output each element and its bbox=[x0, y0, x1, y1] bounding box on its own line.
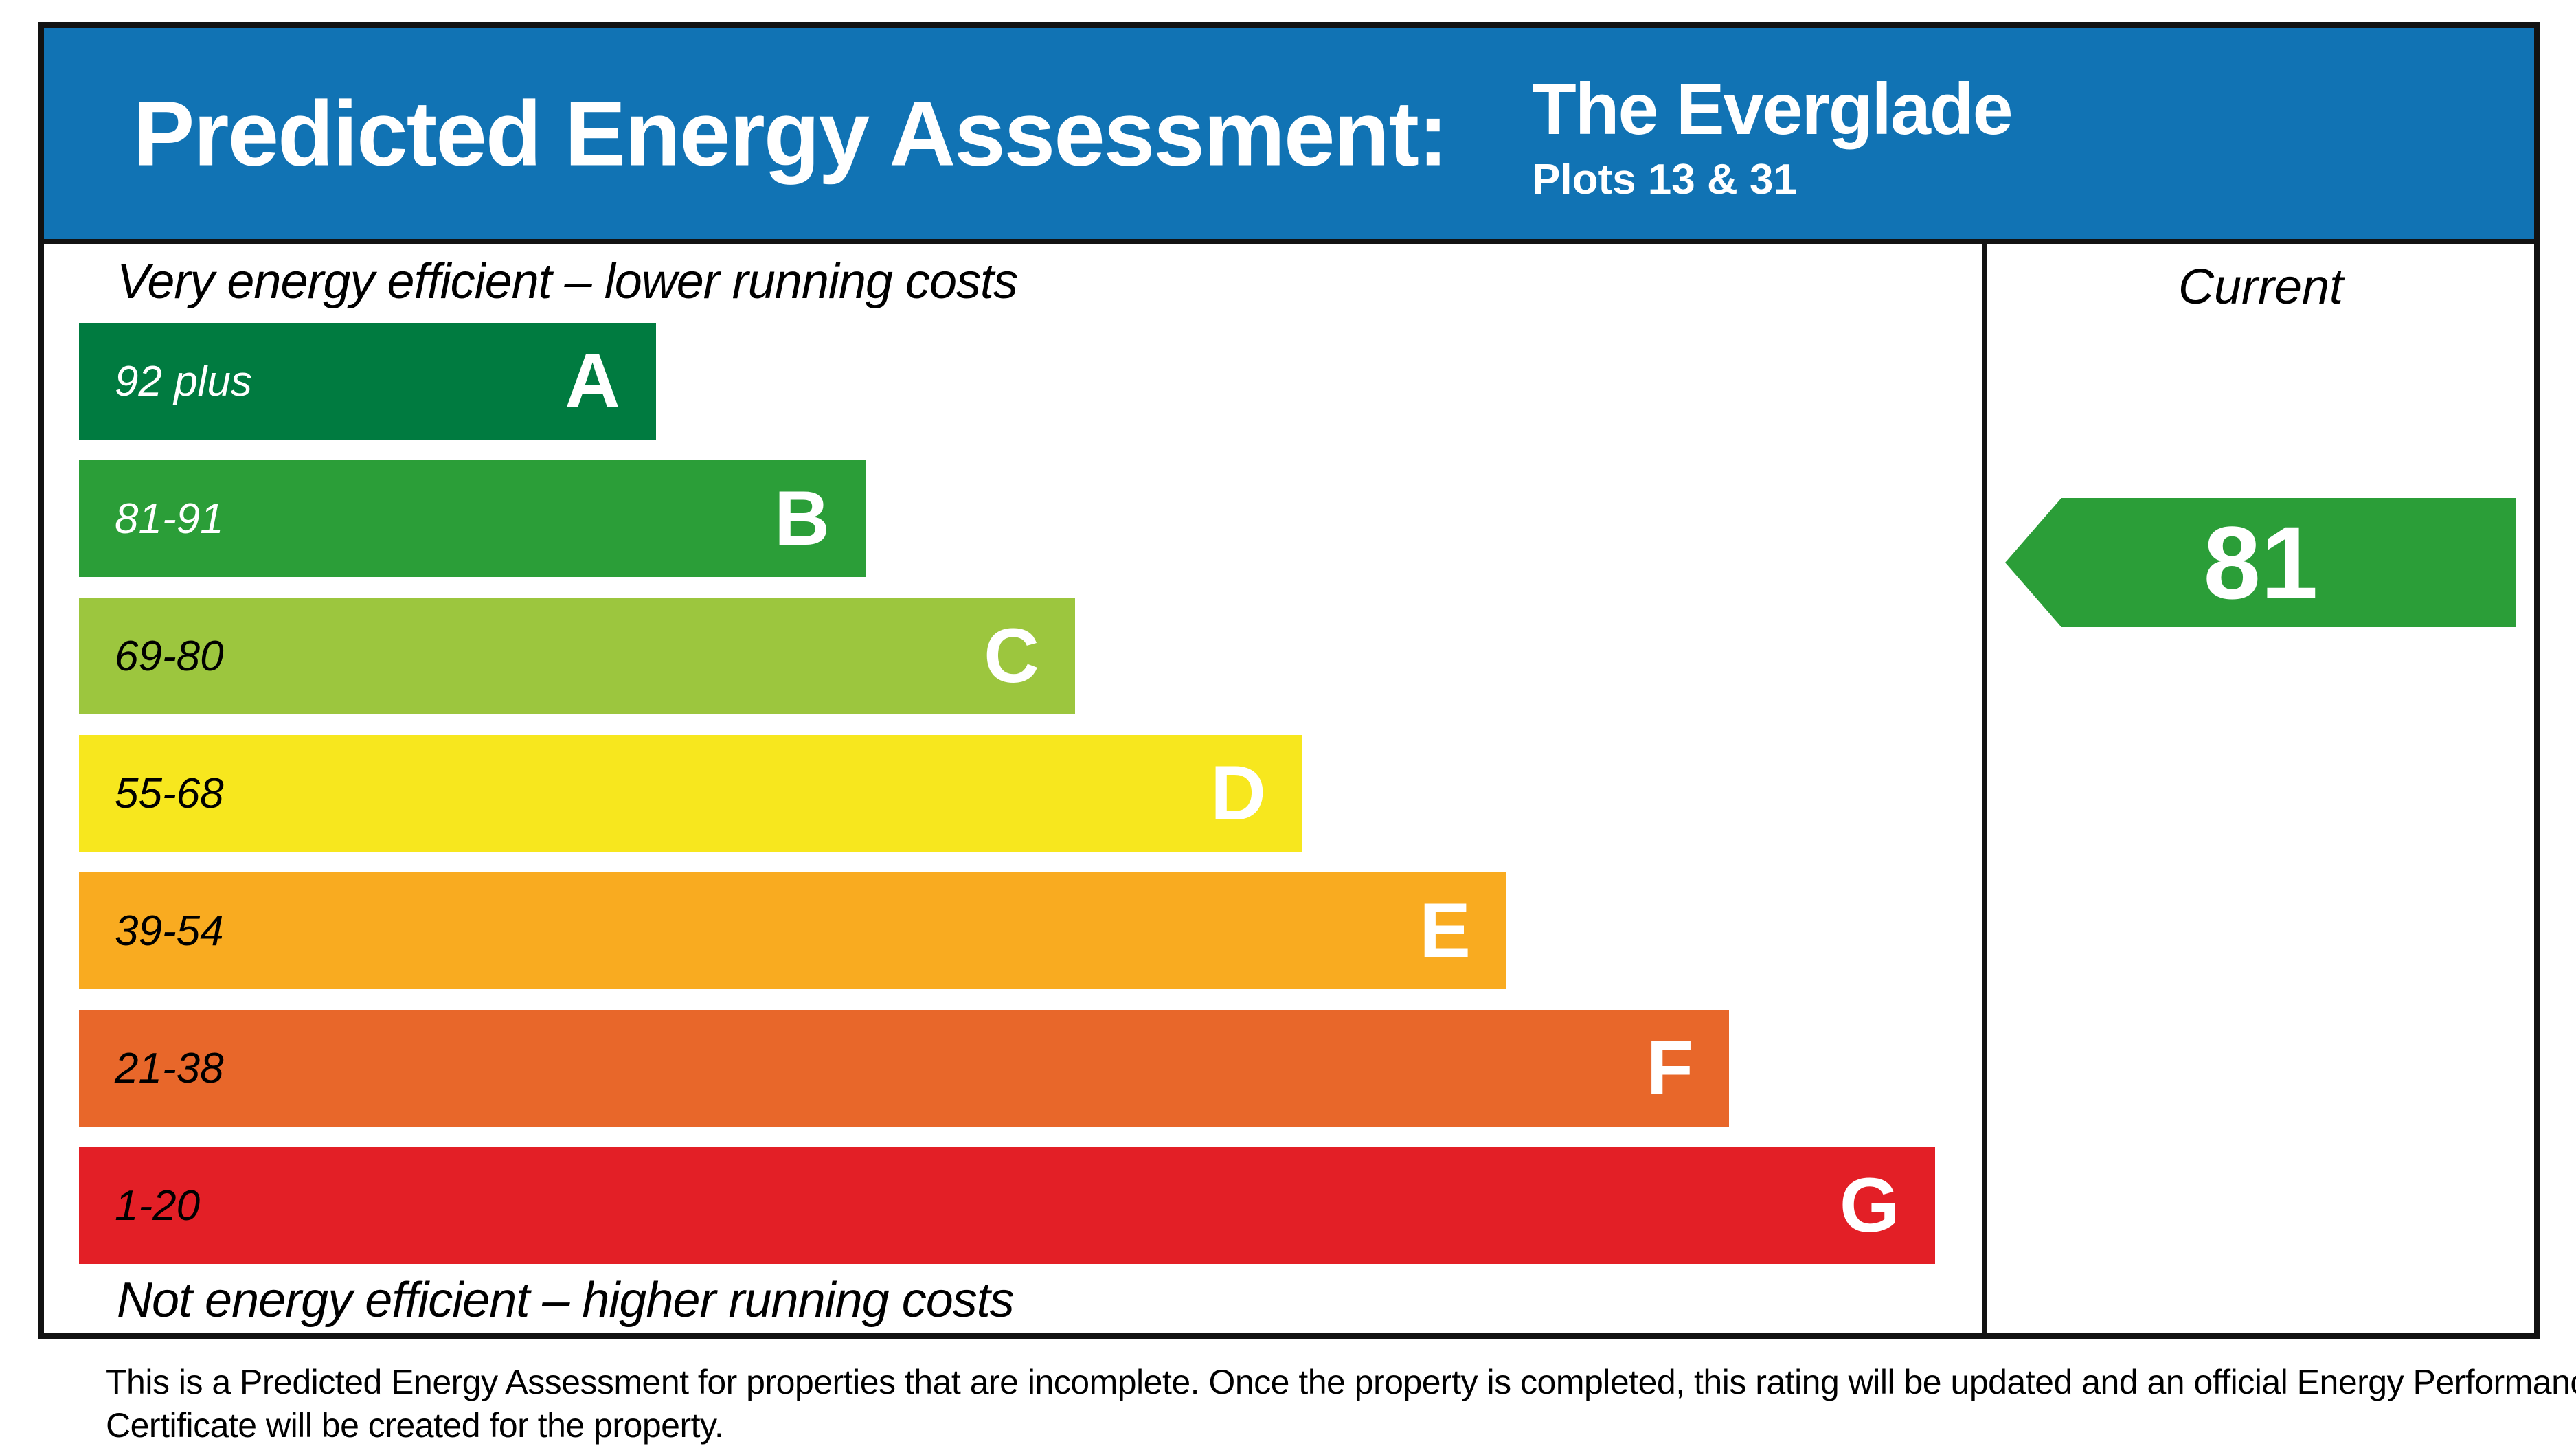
band-C: 69-80 C bbox=[79, 598, 1075, 714]
current-column: Current 81 bbox=[1987, 244, 2534, 1333]
top-note: Very energy efficient – lower running co… bbox=[117, 254, 1018, 309]
rating-scale: Very energy efficient – lower running co… bbox=[44, 244, 1982, 1333]
band-F: 21-38 F bbox=[79, 1010, 1729, 1127]
band-letter: E bbox=[1419, 887, 1471, 973]
band-D: 55-68 D bbox=[79, 735, 1302, 852]
band-range-label: 39-54 bbox=[115, 907, 224, 955]
page-title: Predicted Energy Assessment: bbox=[133, 82, 1449, 185]
rating-content: Very energy efficient – lower running co… bbox=[44, 244, 2534, 1333]
band-letter: C bbox=[984, 613, 1039, 699]
band-B: 81-91 B bbox=[79, 460, 866, 577]
bands-container: 92 plus A 81-91 B 69-80 C 55-68 D 39-54 E 21-38 F 1-… bbox=[79, 323, 1935, 1285]
band-range-label: 81-91 bbox=[115, 495, 224, 543]
bottom-note: Not energy efficient – higher running co… bbox=[117, 1273, 1015, 1328]
current-rating-arrow: 81 bbox=[2005, 498, 2516, 627]
footer-line-2: Certificate will be created for the prop… bbox=[106, 1406, 724, 1445]
band-A: 92 plus A bbox=[79, 323, 656, 440]
certificate-frame: Predicted Energy Assessment: The Evergla… bbox=[38, 22, 2540, 1339]
band-range-label: 92 plus bbox=[115, 357, 252, 405]
band-range-label: 1-20 bbox=[115, 1181, 201, 1230]
current-column-header: Current bbox=[2178, 260, 2344, 315]
band-G: 1-20 G bbox=[79, 1147, 1935, 1264]
band-E: 39-54 E bbox=[79, 872, 1506, 989]
property-info: The Everglade Plots 13 & 31 bbox=[1532, 68, 2013, 210]
band-range-label: 69-80 bbox=[115, 632, 224, 680]
band-letter: G bbox=[1839, 1162, 1899, 1248]
band-range-label: 55-68 bbox=[115, 769, 224, 817]
header-banner: Predicted Energy Assessment: The Evergla… bbox=[44, 28, 2534, 244]
property-name: The Everglade bbox=[1532, 69, 2013, 150]
panel-divider bbox=[1982, 244, 1987, 1333]
footer-line-1: This is a Predicted Energy Assessment fo… bbox=[106, 1363, 2576, 1401]
band-range-label: 21-38 bbox=[115, 1044, 224, 1092]
footer-note: This is a Predicted Energy Assessment fo… bbox=[106, 1361, 2576, 1447]
band-letter: A bbox=[565, 338, 620, 424]
band-letter: B bbox=[774, 475, 830, 561]
band-letter: F bbox=[1646, 1025, 1693, 1111]
current-rating-value: 81 bbox=[2203, 504, 2318, 620]
band-letter: D bbox=[1210, 750, 1266, 836]
property-plots: Plots 13 & 31 bbox=[1532, 156, 1797, 203]
